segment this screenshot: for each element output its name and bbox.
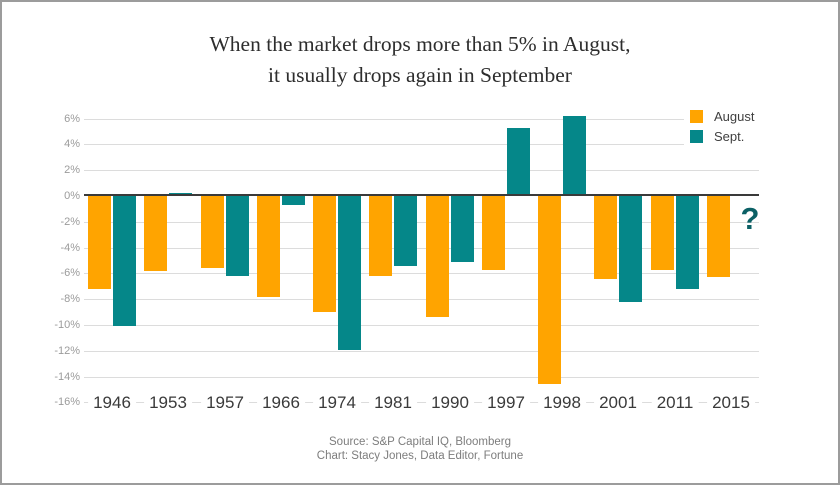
gridline--4% xyxy=(84,248,759,249)
bar-august-1974 xyxy=(313,196,336,312)
y-axis-tick-6%: 6% xyxy=(64,113,80,125)
x-axis-label-2001: 2001 xyxy=(594,393,642,412)
legend: August Sept. xyxy=(684,103,761,151)
y-axis-tick--6%: -6% xyxy=(60,267,80,279)
bar-august-1966 xyxy=(257,196,280,297)
legend-item-september: Sept. xyxy=(690,126,754,146)
chart-title-line2: it usually drops again in September xyxy=(268,63,572,87)
unknown-september-value-marker: ? xyxy=(740,201,760,236)
bar-sept-1981 xyxy=(394,196,417,266)
bar-august-1953 xyxy=(144,196,167,271)
gridline--2% xyxy=(84,222,759,223)
x-axis-label-1981: 1981 xyxy=(369,393,417,412)
zero-axis-line xyxy=(84,194,759,196)
bar-sept-1957 xyxy=(226,196,249,276)
gridline-4% xyxy=(84,144,759,145)
x-axis-label-1990: 1990 xyxy=(426,393,474,412)
bar-august-2015 xyxy=(707,196,730,277)
credit-line: Chart: Stacy Jones, Data Editor, Fortune xyxy=(316,450,524,462)
y-axis-tick--8%: -8% xyxy=(60,293,80,305)
bar-sept-1946 xyxy=(113,196,136,326)
gridline--12% xyxy=(84,351,759,352)
bar-august-2001 xyxy=(594,196,617,279)
gridline-6% xyxy=(84,119,759,120)
y-axis-tick--4%: -4% xyxy=(60,242,80,254)
gridline-2% xyxy=(84,170,759,171)
gridline--8% xyxy=(84,299,759,300)
chart-title-line1: When the market drops more than 5% in Au… xyxy=(209,32,631,56)
x-axis-label-2015: 2015 xyxy=(707,393,755,412)
y-axis-tick--10%: -10% xyxy=(54,319,80,331)
legend-label-august: August xyxy=(714,108,755,124)
y-axis-tick-0%: 0% xyxy=(64,190,80,202)
source-line: Source: S&P Capital IQ, Bloomberg xyxy=(329,436,511,448)
y-axis-tick--2%: -2% xyxy=(60,216,80,228)
bar-august-1998 xyxy=(538,196,561,384)
bar-august-1990 xyxy=(426,196,449,317)
bar-sept-1998 xyxy=(563,116,586,196)
x-axis-label-1997: 1997 xyxy=(482,393,530,412)
bar-sept-2001 xyxy=(619,196,642,302)
y-axis-tick--14%: -14% xyxy=(54,371,80,383)
x-axis-label-1946: 1946 xyxy=(88,393,136,412)
x-axis-label-1998: 1998 xyxy=(538,393,586,412)
bar-august-1946 xyxy=(88,196,111,289)
bar-august-1997 xyxy=(482,196,505,270)
x-axis-label-1974: 1974 xyxy=(313,393,361,412)
x-axis-label-1953: 1953 xyxy=(144,393,192,412)
gridline--14% xyxy=(84,377,759,378)
x-axis-label-2011: 2011 xyxy=(651,393,699,412)
bar-sept-1966 xyxy=(282,196,305,205)
bar-sept-1997 xyxy=(507,128,530,196)
bar-sept-1990 xyxy=(451,196,474,262)
source-footer: Source: S&P Capital IQ, Bloomberg Chart:… xyxy=(2,435,838,463)
bar-august-2011 xyxy=(651,196,674,270)
y-axis-tick--12%: -12% xyxy=(54,345,80,357)
legend-item-august: August xyxy=(690,106,754,126)
gridline--10% xyxy=(84,325,759,326)
gridline--16% xyxy=(84,402,759,403)
y-axis-tick-2%: 2% xyxy=(64,164,80,176)
chart-title: When the market drops more than 5% in Au… xyxy=(2,29,838,91)
september-color-swatch xyxy=(690,129,703,143)
bar-august-1957 xyxy=(201,196,224,268)
august-color-swatch xyxy=(690,109,703,123)
y-axis-tick-4%: 4% xyxy=(64,138,80,150)
x-axis-label-1966: 1966 xyxy=(257,393,305,412)
gridline--6% xyxy=(84,273,759,274)
bar-sept-2011 xyxy=(676,196,699,289)
x-axis-label-1957: 1957 xyxy=(201,393,249,412)
bar-august-1981 xyxy=(369,196,392,276)
y-axis-tick--16%: -16% xyxy=(54,396,80,408)
legend-label-september: Sept. xyxy=(714,128,745,144)
bar-sept-1974 xyxy=(338,196,361,350)
